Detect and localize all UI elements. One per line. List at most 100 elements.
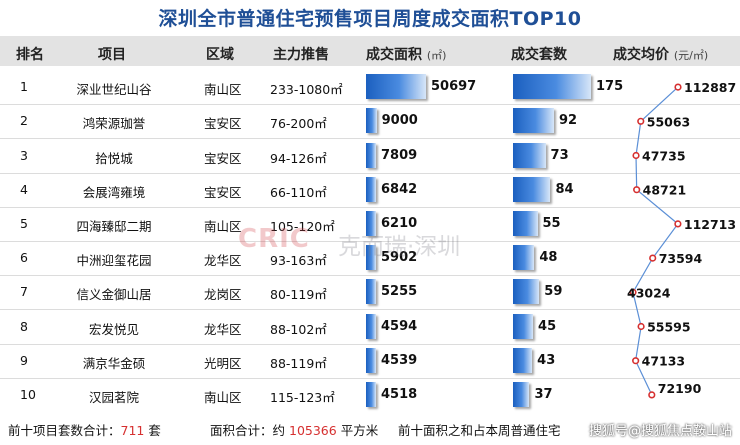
header-price: 成交均价 (元/㎡) <box>613 44 708 64</box>
area-bar <box>366 347 376 373</box>
area-bar <box>366 210 376 236</box>
sets-bar <box>513 74 591 100</box>
footer-sets-suffix: 套 <box>148 423 161 438</box>
price-points: 112887 55063 47735 48721 112713 73594 43024 555… <box>627 80 736 399</box>
row-divider <box>0 377 740 379</box>
district-cell: 宝安区 <box>204 184 242 200</box>
header-sets: 成交套数 <box>511 47 567 63</box>
price-label: 112887 <box>684 80 736 95</box>
price-point <box>674 83 682 91</box>
price-label: 72190 <box>658 381 702 396</box>
price-point <box>632 151 640 160</box>
unit-range-cell: 88-102㎡ <box>270 321 327 337</box>
district-cell: 宝安区 <box>204 116 242 132</box>
sets-bar <box>513 347 533 373</box>
unit-range-cell: 93-163㎡ <box>270 253 327 269</box>
row-divider <box>0 241 740 242</box>
area-bar <box>366 279 376 305</box>
area-bar <box>366 142 376 168</box>
project-cell: 汉园茗院 <box>88 389 139 405</box>
rank-cell: 10 <box>20 386 36 402</box>
sets-bar <box>513 381 530 407</box>
row-divider <box>0 104 740 106</box>
rank-cell: 9 <box>20 352 28 368</box>
price-label: 43024 <box>627 285 671 300</box>
project-cell: 拾悦城 <box>95 150 133 166</box>
footer-area-label: 面积合计：约 <box>210 423 286 438</box>
area-value: 5902 <box>381 250 418 266</box>
unit-range-cell: 80-119㎡ <box>270 287 327 303</box>
header-price-label: 成交均价 <box>613 47 669 63</box>
area-value: 9000 <box>381 113 418 129</box>
header-main-unit: 主力推售 <box>273 47 329 63</box>
sets-bar <box>513 176 551 202</box>
rank-cell: 2 <box>20 113 28 129</box>
unit-range-cell: 76-200㎡ <box>270 116 327 132</box>
price-label: 73594 <box>659 251 703 266</box>
footer-sets: 前十项目套数合计：711 套 <box>8 420 161 439</box>
sets-value: 55 <box>542 215 561 231</box>
price-point <box>674 220 682 228</box>
sets-value: 92 <box>559 113 578 129</box>
price-point <box>637 322 645 331</box>
sets-value: 48 <box>539 250 558 266</box>
district-cell: 南山区 <box>204 389 242 405</box>
area-value: 6842 <box>381 181 418 197</box>
header-rank: 排名 <box>16 47 44 63</box>
area-bar <box>366 176 376 202</box>
price-point <box>632 357 640 365</box>
chart-title: 深圳全市普通住宅预售项目周度成交面积TOP10 <box>158 8 582 30</box>
footer-sets-label: 前十项目套数合计： <box>8 423 121 438</box>
district-cell: 龙岗区 <box>204 287 242 303</box>
watermark-brand: CRIC <box>238 224 310 254</box>
project-cell: 信义金御山居 <box>76 287 152 303</box>
sets-bar <box>513 245 535 271</box>
footer-area: 面积合计：约 105366 平方米 <box>210 420 378 439</box>
price-label: 55595 <box>647 320 691 335</box>
row-divider <box>0 275 740 277</box>
district-cell: 南山区 <box>204 218 242 234</box>
sets-value: 175 <box>596 79 624 95</box>
header-district: 区域 <box>206 47 234 63</box>
area-bar <box>366 74 426 100</box>
area-bar <box>366 381 376 407</box>
sets-bar <box>513 279 540 305</box>
sets-value: 43 <box>537 352 556 368</box>
rank-cell: 7 <box>20 284 28 300</box>
rank-cell: 3 <box>20 147 28 163</box>
price-label: 55063 <box>647 114 691 129</box>
project-cell: 会展湾雍境 <box>82 184 146 200</box>
area-value: 7809 <box>381 147 418 163</box>
project-cell: 满京华金硕 <box>82 355 146 371</box>
header-area-label: 成交面积 <box>366 47 422 63</box>
rank-cell: 8 <box>20 318 28 334</box>
header-area: 成交面积 (㎡) <box>366 44 446 64</box>
area-value: 4594 <box>381 318 418 334</box>
project-cell: 四海臻邸二期 <box>76 218 152 234</box>
sets-value: 59 <box>544 284 563 300</box>
unit-range-cell: 88-119㎡ <box>270 355 327 371</box>
header-area-unit: (㎡) <box>426 49 447 62</box>
area-value: 4539 <box>381 352 418 368</box>
price-point <box>633 186 641 194</box>
unit-range-cell: 66-110㎡ <box>270 184 327 200</box>
price-label: 47735 <box>642 149 686 164</box>
header-row <box>0 36 740 66</box>
price-point <box>629 288 637 296</box>
area-value: 50697 <box>431 79 477 95</box>
row-divider <box>0 172 740 174</box>
unit-range-cell: 105-120㎡ <box>270 218 335 234</box>
district-cell: 南山区 <box>204 82 242 98</box>
project-cell: 鸿荣源珈誉 <box>82 116 146 132</box>
rank-cell: 6 <box>20 250 28 266</box>
rank-cell: 4 <box>20 181 28 197</box>
header-project: 项目 <box>98 47 126 63</box>
price-series-line <box>632 86 679 396</box>
unit-range-cell: 233-1080㎡ <box>270 82 343 98</box>
watermark-text: 克而瑞·深圳 <box>338 234 461 260</box>
price-label: 112713 <box>684 217 736 232</box>
price-point <box>649 254 657 262</box>
price-point <box>637 117 645 125</box>
price-label: 48721 <box>643 183 687 198</box>
